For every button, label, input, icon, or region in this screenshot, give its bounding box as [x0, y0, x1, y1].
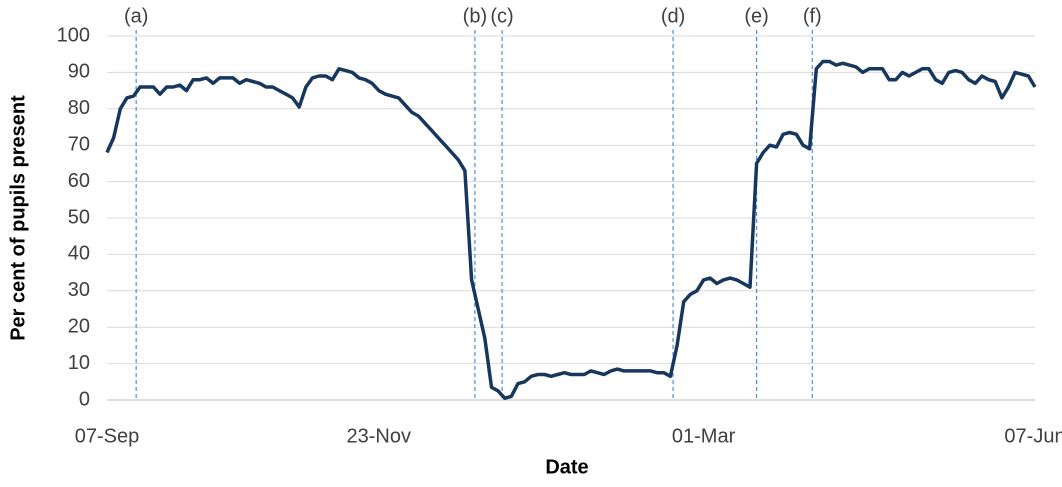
x-tick-label: 07-Jun — [1004, 425, 1062, 447]
data-line — [105, 59, 1037, 400]
x-tick-label: 07-Sep — [75, 425, 140, 447]
y-tick-label: 80 — [68, 97, 90, 119]
y-tick-label: 0 — [79, 388, 90, 410]
y-tick-label: 100 — [57, 24, 90, 46]
annotation-label: (f) — [803, 5, 822, 27]
x-tick-label: 23-Nov — [347, 425, 411, 447]
annotation-label: (a) — [124, 5, 148, 27]
x-axis-title: Date — [545, 456, 588, 478]
annotation-label: (e) — [744, 5, 768, 27]
annotation-label: (d) — [661, 5, 685, 27]
y-tick-label: 60 — [68, 170, 90, 192]
y-tick-label: 90 — [68, 61, 90, 83]
y-tick-label: 20 — [68, 315, 90, 337]
y-tick-label: 30 — [68, 279, 90, 301]
x-tick-label: 01-Mar — [672, 425, 736, 447]
y-tick-label: 70 — [68, 133, 90, 155]
y-tick-label: 50 — [68, 206, 90, 228]
y-tick-label: 10 — [68, 352, 90, 374]
y-axis-title: Per cent of pupils present — [7, 95, 29, 341]
annotation-label: (b) — [463, 5, 487, 27]
y-tick-label: 40 — [68, 243, 90, 265]
annotation-label: (c) — [490, 5, 513, 27]
